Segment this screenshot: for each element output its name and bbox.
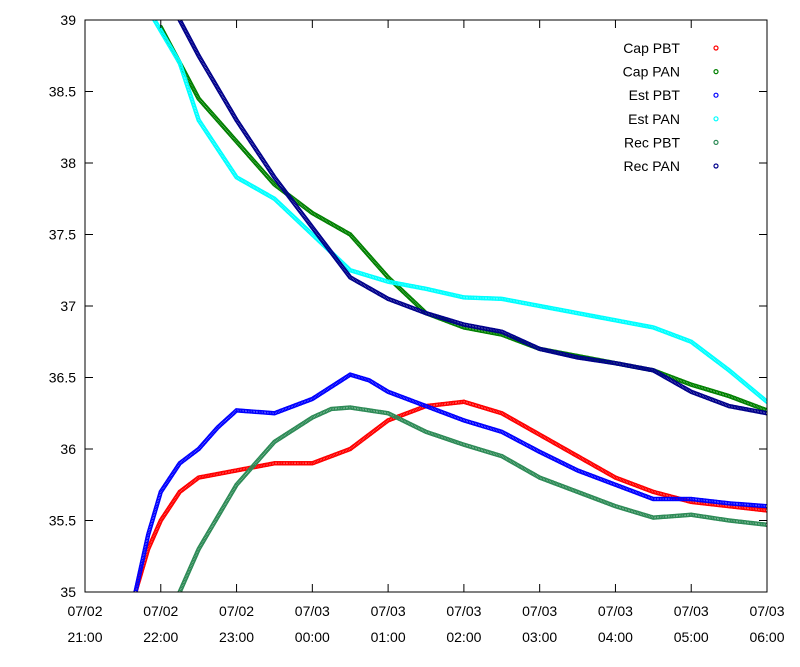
x-tick-time: 02:00 bbox=[446, 629, 481, 645]
series-rec-pan bbox=[177, 20, 767, 416]
y-tick-label: 38 bbox=[60, 155, 76, 171]
legend-marker bbox=[713, 139, 719, 145]
legend-label: Rec PAN bbox=[623, 158, 680, 174]
x-tick-time: 22:00 bbox=[143, 629, 178, 645]
x-tick-date: 07/03 bbox=[295, 603, 330, 619]
series-est-pan bbox=[152, 20, 767, 405]
y-tick-label: 38.5 bbox=[49, 84, 76, 100]
y-tick-label: 37 bbox=[60, 298, 76, 314]
x-tick-date: 07/03 bbox=[598, 603, 633, 619]
y-tick-label: 37.5 bbox=[49, 227, 76, 243]
legend-marker bbox=[713, 92, 719, 98]
legend-label: Est PAN bbox=[628, 111, 680, 127]
y-tick-label: 35 bbox=[60, 584, 76, 600]
x-tick-date: 07/03 bbox=[446, 603, 481, 619]
legend-label: Rec PBT bbox=[624, 134, 680, 150]
series-rec-pbt bbox=[177, 405, 767, 592]
x-tick-time: 00:00 bbox=[295, 629, 330, 645]
legend-label: Cap PAN bbox=[623, 64, 680, 80]
legend-marker bbox=[713, 68, 719, 75]
x-tick-date: 07/02 bbox=[219, 603, 254, 619]
y-tick-label: 36 bbox=[60, 441, 76, 457]
y-tick-label: 39 bbox=[60, 12, 76, 28]
x-tick-date: 07/03 bbox=[371, 603, 406, 619]
y-tick-label: 36.5 bbox=[49, 370, 76, 386]
x-tick-time: 04:00 bbox=[598, 629, 633, 645]
series-cap-pan bbox=[158, 24, 767, 413]
plot-frame bbox=[84, 19, 768, 593]
x-tick-date: 07/03 bbox=[749, 603, 784, 619]
x-tick-date: 07/03 bbox=[674, 603, 709, 619]
axis-layer: 35 35.5 36 36.5 37 37.5 38 38.5 39 07/02 21:00 07/0… bbox=[49, 12, 785, 645]
y-tick-label: 35.5 bbox=[49, 513, 76, 529]
legend-marker bbox=[713, 45, 719, 51]
legend-marker bbox=[713, 163, 719, 169]
x-tick-time: 05:00 bbox=[674, 629, 709, 645]
legend: Cap PBT Cap PAN Est PBT Est PAN Rec PBT Rec P… bbox=[623, 40, 719, 174]
x-tick-time: 06:00 bbox=[749, 629, 784, 645]
x-tick-time: 01:00 bbox=[371, 629, 406, 645]
x-tick-time: 03:00 bbox=[522, 629, 557, 645]
legend-label: Cap PBT bbox=[623, 40, 680, 56]
x-tick-time: 21:00 bbox=[67, 629, 102, 645]
legend-label: Est PBT bbox=[629, 87, 681, 103]
legend-marker bbox=[713, 116, 719, 122]
x-tick-date: 07/02 bbox=[143, 603, 178, 619]
series-est-pbt bbox=[133, 372, 767, 592]
x-tick-date: 07/02 bbox=[67, 603, 102, 619]
x-tick-time: 23:00 bbox=[219, 629, 254, 645]
series-layer bbox=[133, 20, 767, 592]
x-tick-date: 07/03 bbox=[522, 603, 557, 619]
